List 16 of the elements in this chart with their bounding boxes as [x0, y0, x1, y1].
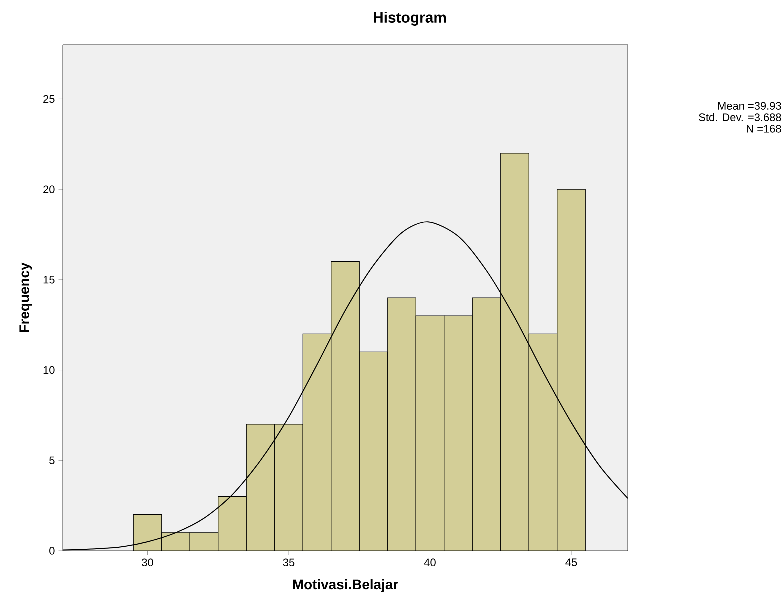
y-tick-label: 20 — [44, 186, 55, 194]
y-tick-label: 10 — [44, 366, 55, 374]
y-tick-label: 25 — [44, 95, 55, 104]
y-tick-label: 15 — [44, 276, 55, 284]
x-tick-label: 45 — [566, 558, 578, 566]
x-tick-label: 40 — [424, 558, 436, 567]
y-axis-title: Frequency — [20, 262, 32, 332]
text: Mean =39.93 — [718, 102, 782, 110]
text: N =168 — [747, 125, 782, 133]
y-tick-label: 5 — [50, 456, 55, 464]
chart-title: Histogram — [374, 12, 446, 26]
x-axis-title: Motivasi.Belajar — [293, 579, 398, 592]
y-tick-label: 0 — [50, 547, 55, 555]
x-tick-label: 35 — [283, 558, 295, 567]
x-tick-label: 30 — [142, 558, 154, 567]
text: Std. Dev. =3.688 — [699, 113, 782, 122]
